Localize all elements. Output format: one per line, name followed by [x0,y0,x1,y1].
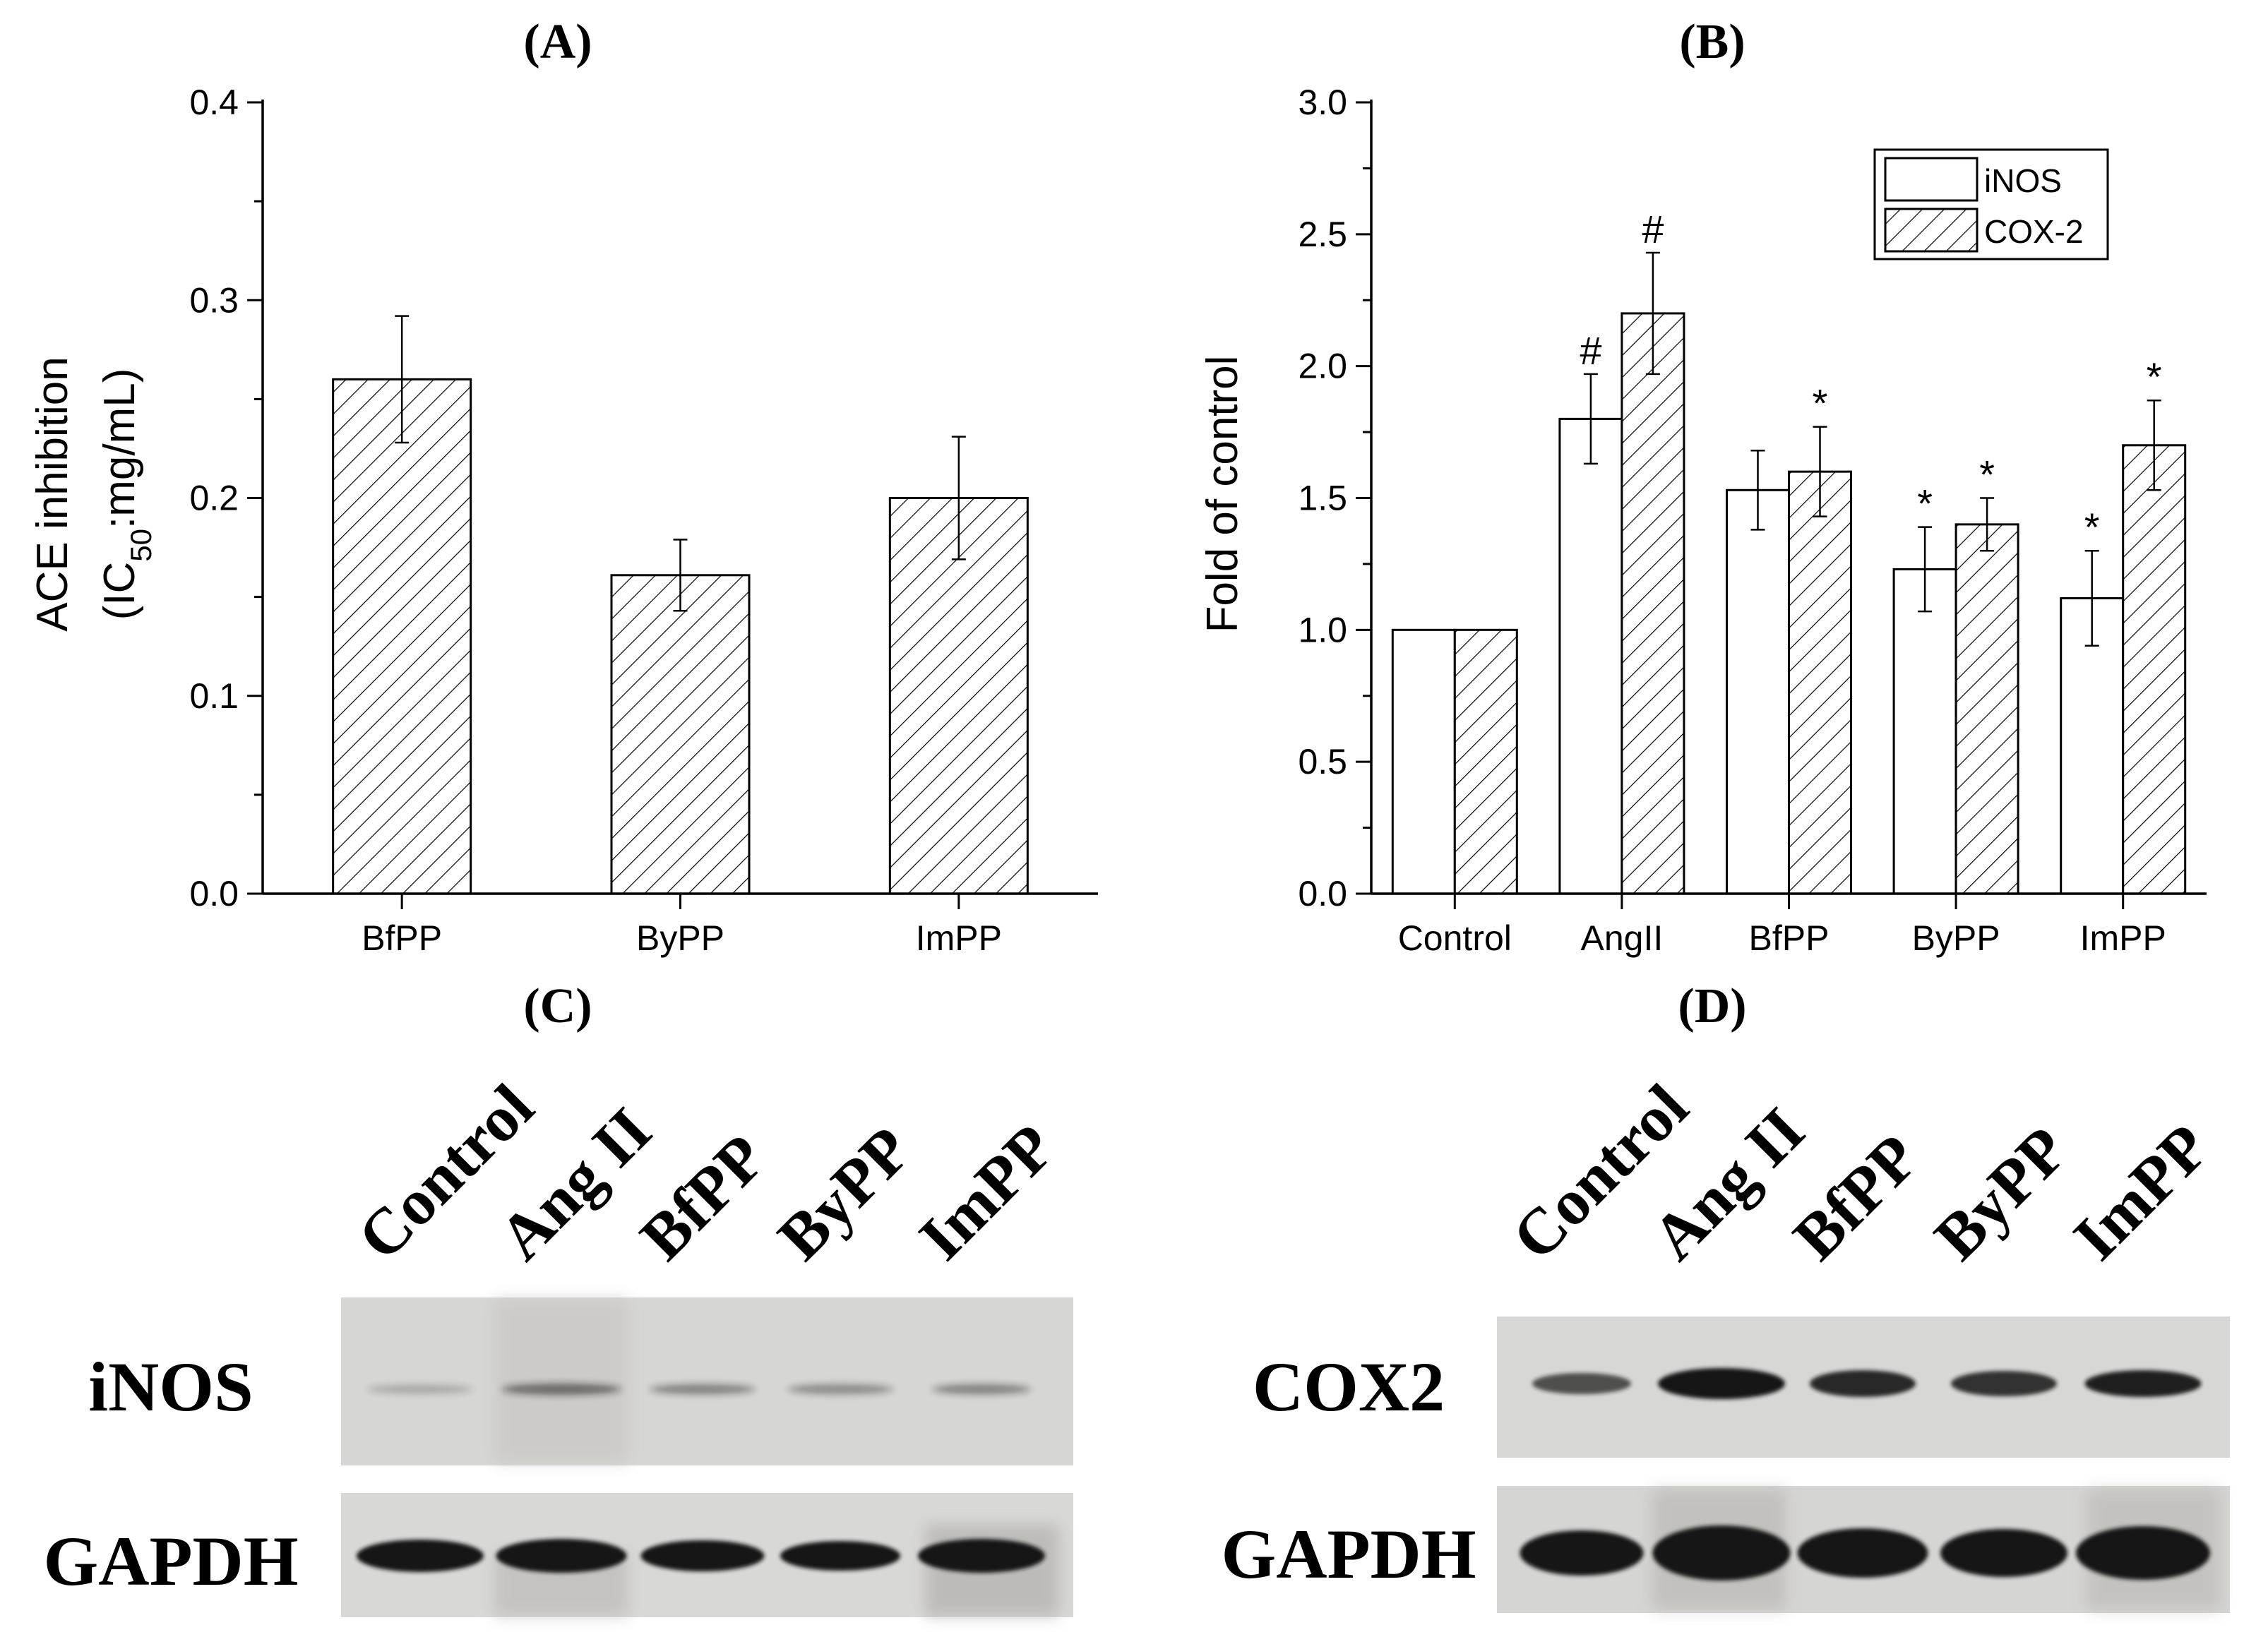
blot-d-row-label-cox2: COX2 [1253,1348,1445,1426]
y-tick-label: 1.0 [1298,610,1347,649]
band-gapdh [1797,1528,1928,1578]
band-inos [650,1384,756,1394]
blot-c-smudge [494,1299,628,1463]
significance-mark: * [2084,505,2100,549]
chart-b: # * * # * * * 0.0 0.5 1.0 1.5 2.0 2.5 3.0 Control AngI… [1198,83,2207,958]
panel-label-d: (D) [1678,979,1746,1033]
significance-mark: * [1979,452,1995,497]
band-gapdh [780,1541,900,1571]
y-tick-label: 0.4 [189,83,239,122]
legend-label-cox2: COX-2 [1984,213,2084,250]
bar [610,574,751,895]
band-gapdh [918,1539,1045,1573]
y-tick-label: 0.2 [189,479,239,518]
y-tick-label: 0.3 [189,280,239,320]
chart-b-legend: iNOS COX-2 [1873,148,2109,260]
band-cox2 [2084,1370,2202,1397]
band-gapdh [1940,1529,2067,1577]
band-gapdh [357,1540,484,1572]
bar-inos [1391,628,1456,895]
band-cox2 [1810,1370,1916,1397]
blot-c-bands [357,1384,1045,1573]
lane-label: ImPP [2060,1110,2223,1273]
bar [332,378,472,895]
bar-cox2 [1621,312,1685,895]
blot-c-membrane-inos [341,1297,1073,1465]
legend-label-inos: iNOS [1984,162,2062,199]
lane-label: ByPP [764,1113,925,1274]
chart-a-ylabel-line2: (IC50:mg/mL) [95,368,157,620]
band-inos [501,1384,621,1395]
bar-inos [1726,488,1790,895]
y-tick-label: 2.0 [1298,347,1347,386]
chart-a-ylabel-line1: ACE inhibition [28,356,77,631]
chart-b-ylabel: Fold of control [1198,356,1247,633]
blot-c-row-label-inos: iNOS [88,1348,253,1426]
y-tick-label: 0.1 [189,676,239,716]
bar-cox2 [1453,628,1518,895]
band-inos [367,1385,473,1393]
chart-a: 0.0 0.1 0.2 0.3 0.4 BfPP ByPP ImPP ACE inhibiti… [28,83,1098,958]
blot-d-row-label-gapdh: GAPDH [1221,1515,1476,1593]
x-tick-label: ByPP [636,918,724,958]
significance-mark: * [1813,381,1828,426]
lane-label: ByPP [1921,1113,2082,1274]
band-gapdh [1520,1530,1644,1576]
significance-mark: * [1917,481,1933,526]
chart-a-bars [332,315,1029,895]
y-tick-label: 1.5 [1298,479,1347,518]
band-gapdh [496,1539,627,1573]
x-tick-label: ByPP [1912,918,2000,958]
panel-label-a: (A) [523,15,592,69]
band-cox2 [1951,1371,2057,1396]
bar-cox2 [2122,444,2187,895]
blot-d-bands [1520,1368,2210,1581]
significance-mark: * [2147,354,2162,399]
lane-label: ImPP [905,1110,1068,1273]
significance-mark: # [1580,328,1601,373]
band-inos [932,1384,1031,1394]
band-cox2 [1658,1368,1785,1399]
bar-cox2 [1954,523,2019,895]
y-tick-label: 2.5 [1298,215,1347,254]
panel-label-c: (C) [523,979,592,1033]
y-tick-label: 0.5 [1298,742,1347,781]
chart-a-axes: 0.0 0.1 0.2 0.3 0.4 BfPP ByPP ImPP [189,83,1098,958]
chart-b-axes: 0.0 0.5 1.0 1.5 2.0 2.5 3.0 Control AngII BfPP ByP… [1298,83,2207,958]
band-gapdh [640,1540,765,1571]
x-tick-label: AngII [1581,918,1664,958]
x-tick-label: BfPP [362,918,442,958]
y-tick-label: 0.0 [189,874,239,913]
band-gapdh [2076,1526,2210,1580]
x-tick-label: ImPP [916,918,1002,958]
band-cox2 [1532,1373,1631,1394]
x-tick-label: Control [1398,918,1512,958]
x-tick-label: ImPP [2080,918,2166,958]
x-tick-label: BfPP [1749,918,1830,958]
panel-label-b: (B) [1679,15,1745,69]
blot-c-row-label-gapdh: GAPDH [43,1522,298,1600]
legend-swatch-inos [1884,157,1978,202]
y-tick-label: 0.0 [1298,874,1347,913]
bar-cox2 [1788,470,1852,895]
chart-b-bars: # * * # * * * [1391,207,2187,895]
bar-inos [1892,568,1957,895]
legend-swatch-cox2 [1884,208,1978,253]
band-inos [787,1384,893,1394]
significance-mark: # [1642,207,1664,251]
band-gapdh [1652,1525,1791,1581]
y-tick-label: 3.0 [1298,83,1347,122]
bar-inos [1558,417,1623,895]
